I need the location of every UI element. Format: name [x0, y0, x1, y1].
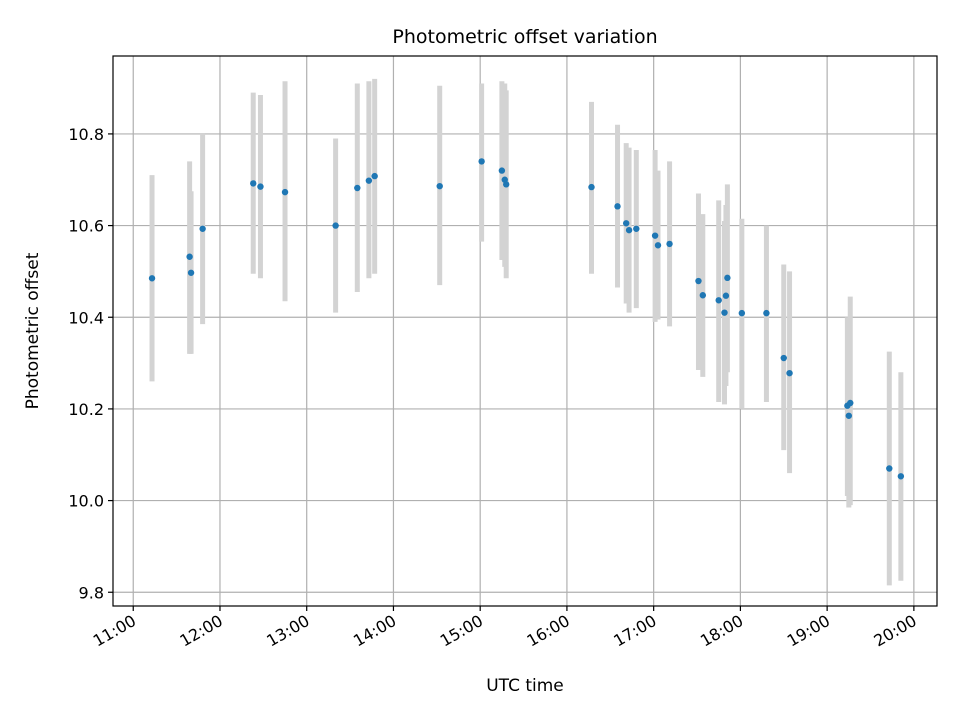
data-point	[625, 226, 633, 234]
data-point	[763, 309, 770, 317]
data-point	[654, 242, 662, 249]
data-point	[257, 183, 264, 190]
data-point	[498, 167, 506, 174]
data-point	[436, 182, 443, 190]
data-point	[186, 253, 193, 260]
data-point	[354, 184, 361, 192]
x-tick-label: 12:00	[177, 611, 226, 651]
data-point	[199, 225, 206, 232]
y-axis-label: Photometric offset	[23, 252, 43, 409]
data-point	[332, 222, 339, 229]
data-point	[614, 203, 621, 210]
y-tick-label: 10.0	[68, 492, 104, 511]
data-point	[588, 183, 595, 191]
y-tick-label: 10.4	[68, 308, 104, 327]
data-point	[897, 473, 905, 480]
x-tick-label: 18:00	[697, 611, 746, 651]
data-point	[724, 274, 731, 282]
data-point	[721, 309, 728, 316]
chart-title: Photometric offset variation	[392, 26, 657, 48]
data-point	[786, 369, 793, 377]
x-tick-label: 19:00	[784, 611, 833, 651]
data-point	[633, 225, 640, 232]
grid-lines	[113, 56, 937, 606]
data-point	[503, 181, 510, 188]
data-point	[281, 188, 289, 196]
data-points	[148, 158, 905, 480]
x-tick-label: 15:00	[437, 611, 486, 651]
data-point	[365, 177, 373, 184]
data-point	[780, 354, 787, 362]
data-point	[847, 399, 854, 407]
x-tick-label: 16:00	[523, 611, 572, 651]
y-tick-label: 10.6	[68, 217, 104, 236]
x-tick-label: 14:00	[350, 611, 399, 651]
data-point	[651, 232, 659, 239]
data-point	[187, 269, 195, 276]
data-point	[371, 172, 378, 180]
data-point	[886, 465, 893, 472]
y-tick-label: 10.2	[68, 400, 104, 419]
data-point	[715, 297, 722, 304]
x-tick-label: 11:00	[90, 611, 139, 651]
data-point	[695, 277, 702, 285]
data-point	[845, 412, 853, 419]
y-tick-label: 9.8	[79, 583, 104, 602]
plot-frame	[112, 55, 938, 607]
error-bars	[149, 78, 904, 586]
data-point	[738, 309, 746, 317]
data-point	[666, 240, 673, 248]
data-point	[478, 158, 485, 165]
x-tick-label: 17:00	[610, 611, 659, 651]
data-point	[148, 275, 156, 282]
x-tick-label: 20:00	[870, 611, 919, 651]
data-point	[250, 180, 257, 187]
data-point	[622, 220, 630, 227]
data-point	[699, 292, 707, 299]
x-tick-label: 13:00	[263, 611, 312, 651]
axis-ticks: 11:00 12:00 13:00 14:00 15:00 16:00 17:00 18:00…	[68, 125, 919, 651]
x-axis-label: UTC time	[486, 676, 564, 696]
y-tick-label: 10.8	[68, 125, 104, 144]
data-point	[722, 292, 730, 299]
